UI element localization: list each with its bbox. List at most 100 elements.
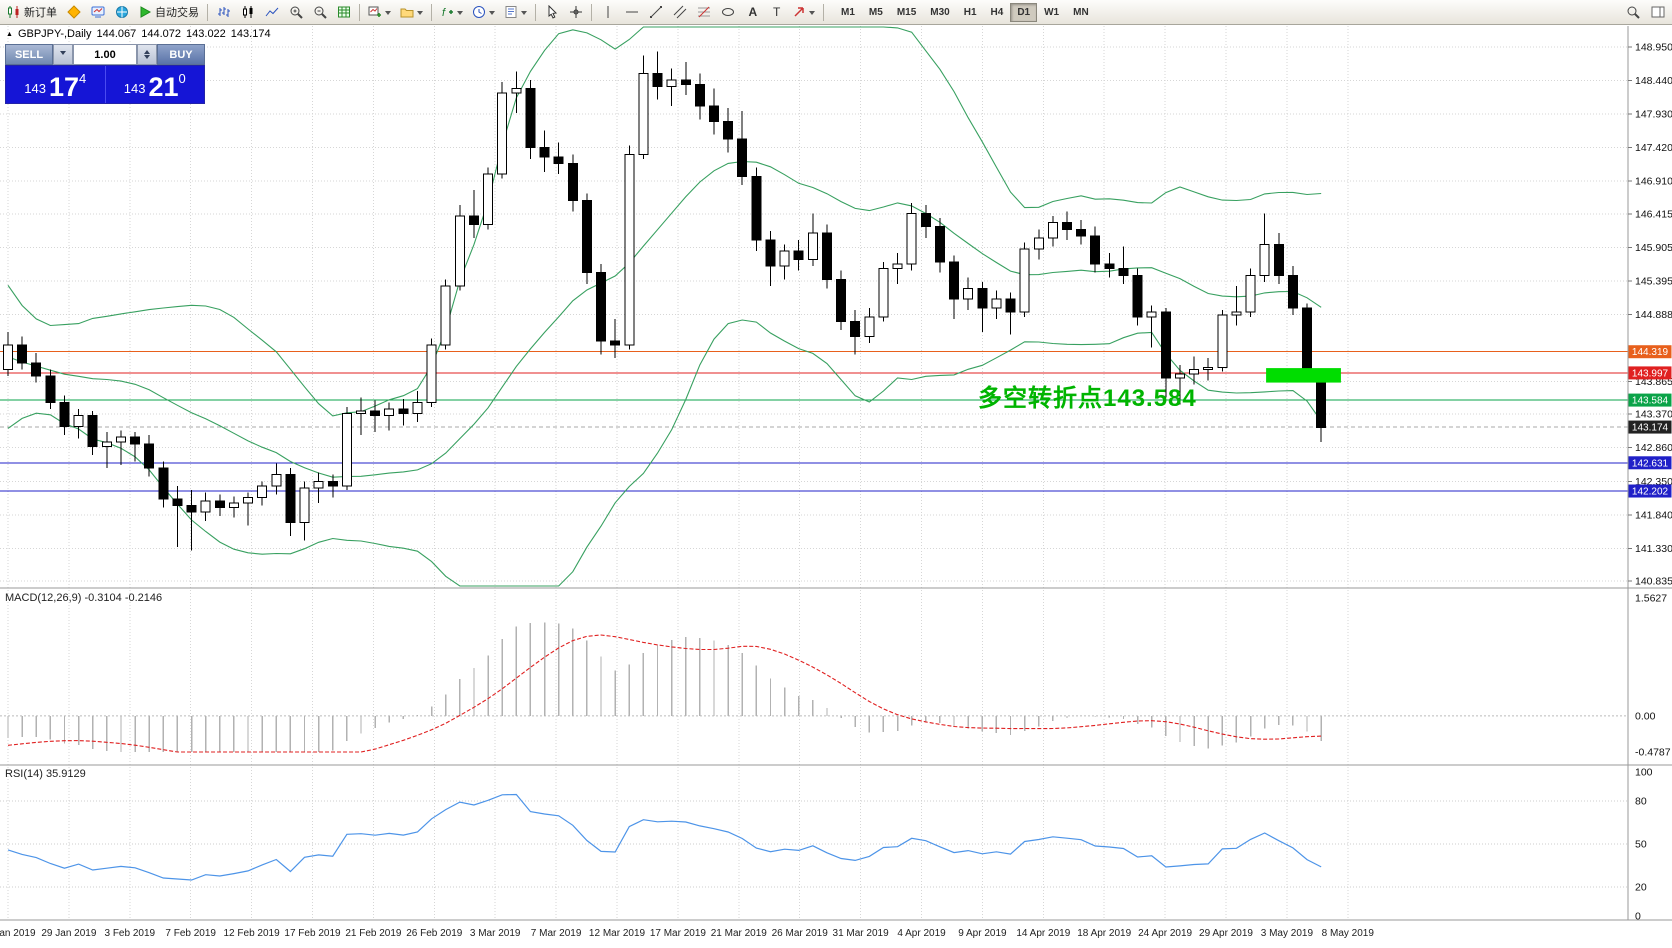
horizontal-line-icon	[625, 11, 638, 13]
candle-body	[949, 261, 960, 300]
cursor-button[interactable]	[540, 2, 563, 23]
periods-icon	[473, 6, 485, 18]
bar-chart-button[interactable]	[212, 2, 235, 23]
new-order-button[interactable]: 新订单	[3, 2, 61, 23]
candle-body	[497, 92, 508, 175]
candle-body	[101, 441, 112, 447]
lot-stepper[interactable]	[137, 44, 157, 65]
highlight-rectangle	[1266, 368, 1341, 383]
vertical-line-button[interactable]	[596, 2, 619, 23]
price-tag	[1628, 484, 1672, 498]
text-label-button[interactable]: T	[764, 2, 787, 23]
price-scale-label: 146.415	[1635, 208, 1672, 220]
lot-size-input[interactable]	[73, 44, 137, 65]
toolbar-separator	[535, 3, 536, 21]
zoom-out-button[interactable]	[308, 2, 331, 23]
indicators-icon: f	[442, 7, 453, 19]
candle-body	[1287, 274, 1298, 309]
candle-body	[45, 375, 56, 403]
candle-body	[1231, 311, 1242, 316]
timeframe-button-mn[interactable]: MN	[1066, 3, 1096, 22]
new-chart-icon	[368, 6, 381, 17]
line-chart-button[interactable]	[260, 2, 283, 23]
candle-body	[1076, 228, 1087, 237]
timeframe-button-m5[interactable]: M5	[862, 3, 890, 22]
chevron-down-icon	[489, 10, 495, 18]
search-button[interactable]	[1621, 2, 1644, 23]
price-scale-label: 148.440	[1635, 75, 1672, 87]
toolbar-separator	[359, 3, 360, 21]
date-label: 17 Mar 2019	[650, 928, 707, 939]
arrows-button[interactable]	[788, 2, 819, 23]
equidistant-channel-icon	[673, 5, 686, 19]
profiles-icon	[400, 8, 414, 18]
timeframe-button-m30[interactable]: M30	[923, 3, 956, 22]
ask-price[interactable]: 143 21 0	[104, 66, 205, 103]
candle-body	[31, 362, 42, 377]
timeframe-button-h4[interactable]: H4	[984, 3, 1011, 22]
trendline-button[interactable]	[644, 2, 667, 23]
candle-body	[1174, 373, 1185, 379]
fibonacci-button[interactable]	[692, 2, 715, 23]
candlestick-chart-button[interactable]	[236, 2, 259, 23]
layout-button[interactable]	[1646, 2, 1669, 23]
crosshair-button[interactable]	[564, 2, 587, 23]
periods-button[interactable]	[468, 2, 499, 23]
ask-pips: 21	[148, 72, 179, 102]
candle-body	[892, 263, 903, 270]
candle-body	[1005, 298, 1016, 313]
ohlc-high: 144.072	[141, 28, 182, 40]
candle-body	[850, 320, 861, 338]
rsi-scale-label: 20	[1635, 882, 1647, 894]
text-icon: A	[748, 5, 757, 19]
date-label: 12 Mar 2019	[589, 928, 646, 939]
autotrading-button[interactable]: 自动交易	[134, 2, 203, 23]
lot-dropdown-button[interactable]	[53, 44, 73, 65]
indicators-button[interactable]: f	[436, 2, 467, 23]
candle-body	[624, 153, 635, 346]
symbol-name: GBPJPY-,Daily	[17, 28, 92, 40]
candle-body	[779, 250, 790, 267]
price-scale-label: 142.860	[1635, 442, 1672, 454]
equidistant-channel-button[interactable]	[668, 2, 691, 23]
price-tag	[1628, 456, 1672, 470]
date-label: 29 Jan 2019	[41, 928, 96, 939]
macd-scale-label: -0.4787	[1635, 747, 1671, 759]
bid-price[interactable]: 143 17 4	[6, 66, 105, 103]
rsi-scale-label: 50	[1635, 839, 1647, 851]
timeframe-button-h1[interactable]: H1	[957, 3, 984, 22]
horizontal-line-button[interactable]	[620, 2, 643, 23]
charts-window-button[interactable]	[86, 2, 109, 23]
timeframe-button-m15[interactable]: M15	[890, 3, 923, 22]
price-scale-label: 143.370	[1635, 409, 1672, 421]
price-scale-label: 140.835	[1635, 575, 1672, 587]
candle-body	[666, 79, 677, 87]
market-news-button[interactable]	[110, 2, 133, 23]
templates-button[interactable]	[500, 2, 531, 23]
price-tag-label: 143.997	[1632, 368, 1669, 379]
collapse-arrow-icon[interactable]: ▲	[6, 30, 13, 38]
mql5-icon	[66, 5, 81, 19]
profiles-button[interactable]	[396, 2, 427, 23]
new-chart-button[interactable]	[364, 2, 395, 23]
candle-body	[934, 226, 945, 263]
buy-button[interactable]: BUY	[157, 44, 205, 65]
zoom-in-button[interactable]	[284, 2, 307, 23]
date-label: 26 Mar 2019	[772, 928, 829, 939]
shapes-button[interactable]	[716, 2, 739, 23]
timeframe-button-d1[interactable]: D1	[1010, 2, 1038, 22]
candle-body	[765, 239, 776, 267]
text-button[interactable]: A	[740, 2, 763, 23]
chevron-down-icon	[60, 51, 66, 58]
timeframe-button-m1[interactable]: M1	[834, 3, 862, 22]
text-label-icon: T	[773, 5, 781, 19]
mql5-button[interactable]	[62, 2, 85, 23]
sell-button[interactable]: SELL	[5, 44, 53, 65]
candle-body	[1245, 274, 1256, 313]
price-scale-label: 144.888	[1635, 309, 1672, 321]
grid-icon	[337, 6, 350, 18]
bid-point: 4	[79, 71, 87, 86]
timeframe-button-w1[interactable]: W1	[1037, 3, 1066, 22]
grid-button[interactable]	[332, 2, 355, 23]
